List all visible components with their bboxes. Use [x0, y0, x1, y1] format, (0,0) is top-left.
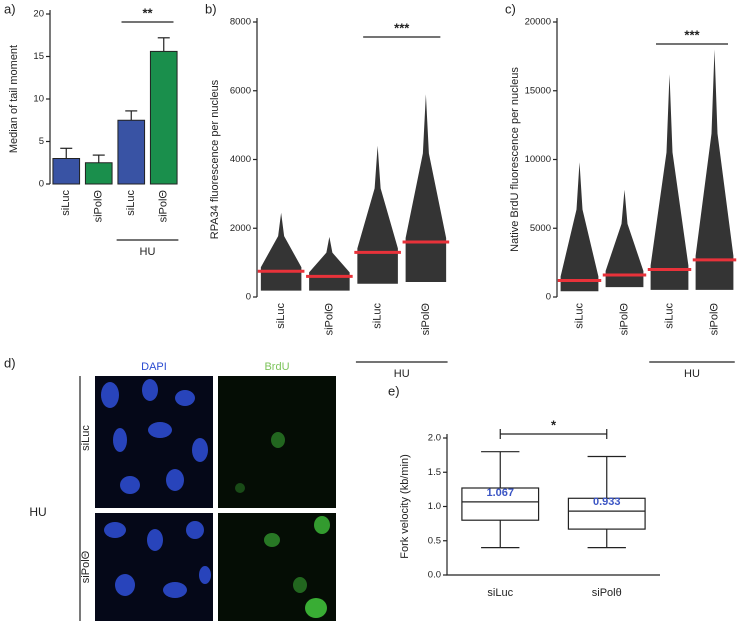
- nuclei: [101, 379, 211, 598]
- median-label: 0.933: [593, 496, 621, 508]
- column-label: BrdU: [264, 361, 289, 373]
- x-tick-label: siPolΘ: [93, 190, 105, 223]
- y-tick-label: 15000: [525, 85, 551, 96]
- dot-cloud: [260, 212, 302, 291]
- brdu-foci: [235, 432, 330, 618]
- box: [461, 487, 540, 521]
- significance: ***: [394, 20, 410, 35]
- x-tick-label: siPolΘ: [323, 303, 335, 336]
- x-tick-label: siLuc: [60, 190, 72, 216]
- x-tick-label: siPolΘ: [618, 303, 630, 336]
- dot-cloud: [650, 74, 689, 290]
- panel-label: e): [388, 383, 400, 398]
- panel-label: a): [4, 1, 16, 16]
- y-axis-label: Fork velocity (kb/min): [399, 454, 411, 559]
- panel-label: d): [4, 355, 16, 370]
- y-tick-label: 2.0: [428, 433, 441, 444]
- group-label: HU: [684, 368, 700, 380]
- y-tick-label: 0.0: [428, 570, 441, 581]
- significance: **: [142, 5, 153, 20]
- dot-cloud: [605, 189, 644, 288]
- y-tick-label: 1.5: [428, 467, 441, 478]
- y-tick-label: 5: [39, 136, 44, 147]
- column-label: DAPI: [141, 361, 167, 373]
- row-label: siLuc: [80, 425, 92, 451]
- y-tick-label: 2000: [230, 223, 251, 234]
- panel-label: c): [505, 1, 516, 16]
- y-axis-label: Native BrdU fluorescence per nucleus: [509, 67, 521, 252]
- bar: [117, 119, 146, 185]
- bar: [52, 158, 81, 185]
- x-tick-label: siPolΘ: [158, 190, 170, 223]
- dot-cloud: [695, 49, 734, 290]
- y-tick-label: 20000: [525, 17, 551, 28]
- y-tick-label: 0: [39, 179, 44, 190]
- x-tick-label: siLuc: [573, 303, 585, 329]
- panel-label: b): [205, 1, 217, 16]
- x-tick-label: siPolΘ: [420, 303, 432, 336]
- x-tick-label: siLuc: [125, 190, 137, 216]
- x-tick-label: siPolΘ: [708, 303, 720, 336]
- y-tick-label: 0: [546, 292, 551, 303]
- y-tick-label: 4000: [230, 154, 251, 165]
- y-axis-label: Median of tail moment: [8, 45, 20, 153]
- dot-cloud: [357, 145, 398, 284]
- panel-d: d) DAPI BrdU siLuc siPolΘ HU: [4, 355, 336, 621]
- y-tick-label: 20: [33, 9, 44, 20]
- y-tick-label: 0: [246, 292, 251, 303]
- significance: *: [551, 417, 557, 432]
- y-tick-label: 8000: [230, 17, 251, 28]
- y-tick-label: 0.5: [428, 535, 441, 546]
- dot-cloud: [560, 162, 599, 292]
- row-label: siPolΘ: [80, 550, 92, 583]
- x-tick-label: siLuc: [372, 303, 384, 329]
- group-label: HU: [140, 246, 156, 258]
- bar: [84, 162, 113, 185]
- y-tick-label: 1.0: [428, 501, 441, 512]
- y-tick-label: 5000: [530, 223, 551, 234]
- group-label: HU: [394, 368, 410, 380]
- bar: [149, 50, 178, 185]
- x-tick-label: siLuc: [275, 303, 287, 329]
- x-tick-label: siPolθ: [592, 587, 622, 599]
- median-label: 1.067: [486, 487, 514, 499]
- x-tick-label: siLuc: [487, 587, 513, 599]
- y-tick-label: 10: [33, 94, 44, 105]
- dot-cloud: [309, 236, 350, 291]
- significance: ***: [684, 27, 700, 42]
- y-tick-label: 10000: [525, 154, 551, 165]
- group-label: HU: [29, 505, 46, 519]
- y-tick-label: 15: [33, 51, 44, 62]
- y-axis-label: RPA34 fluorescence per nucleus: [209, 79, 221, 239]
- axis: [446, 434, 660, 576]
- dot-cloud: [405, 94, 447, 282]
- x-tick-label: siLuc: [663, 303, 675, 329]
- box: [567, 497, 646, 530]
- y-tick-label: 6000: [230, 85, 251, 96]
